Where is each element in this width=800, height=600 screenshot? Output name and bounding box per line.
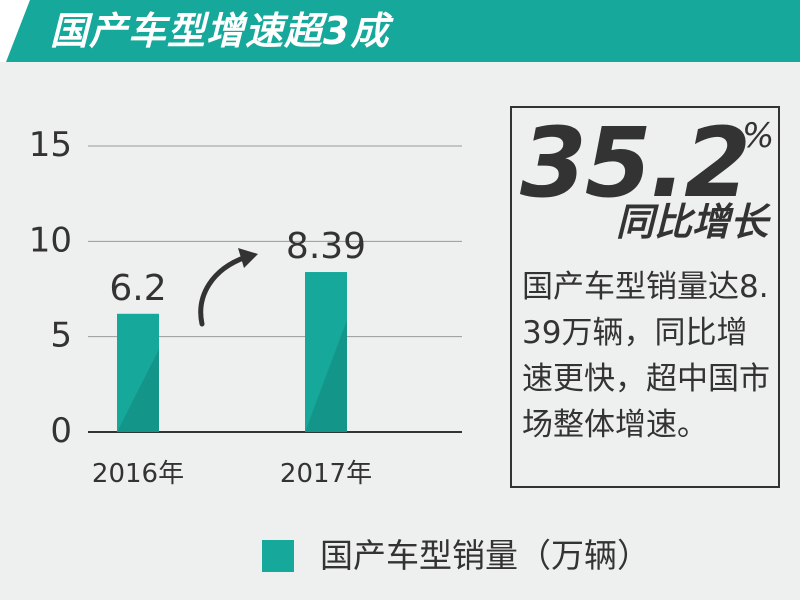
legend-swatch — [262, 540, 294, 572]
data-label: 8.39 — [286, 226, 366, 267]
percent-sign: % — [742, 116, 775, 156]
curved-arrow-icon — [198, 254, 249, 327]
data-labels: 6.2 8.39 — [109, 226, 366, 309]
y-tick-label: 5 — [50, 316, 72, 356]
page-title: 国产车型增速超3成 — [50, 9, 390, 53]
x-tick-label: 2017年 — [280, 459, 372, 489]
bars — [117, 272, 347, 432]
header-bar — [0, 0, 800, 62]
growth-stat-box: 35.2 % 同比增长 国产车型销量达8.39万辆，同比增速更快，超中国市场整体… — [510, 106, 780, 488]
legend-label: 国产车型销量（万辆） — [320, 536, 650, 575]
bar-chart: 0 5 10 15 2016年 2017年 6.2 8.39 — [29, 125, 462, 489]
data-label: 6.2 — [109, 268, 166, 309]
bar-shade — [305, 320, 347, 432]
y-tick-label: 10 — [29, 220, 72, 260]
y-axis-ticks: 0 5 10 15 — [29, 125, 72, 451]
x-axis-ticks: 2016年 2017年 — [92, 459, 372, 489]
y-tick-label: 0 — [50, 411, 72, 451]
curved-arrow-head-icon — [238, 248, 258, 268]
growth-description: 国产车型销量达8.39万辆，同比增速更快，超中国市场整体增速。 — [522, 269, 770, 443]
bar-shade — [117, 349, 159, 432]
x-tick-label: 2016年 — [92, 459, 184, 489]
growth-label: 同比增长 — [615, 200, 768, 244]
header-corner-shape — [0, 0, 30, 62]
y-tick-label: 15 — [29, 125, 72, 165]
growth-percentage: 35.2 — [520, 107, 751, 219]
